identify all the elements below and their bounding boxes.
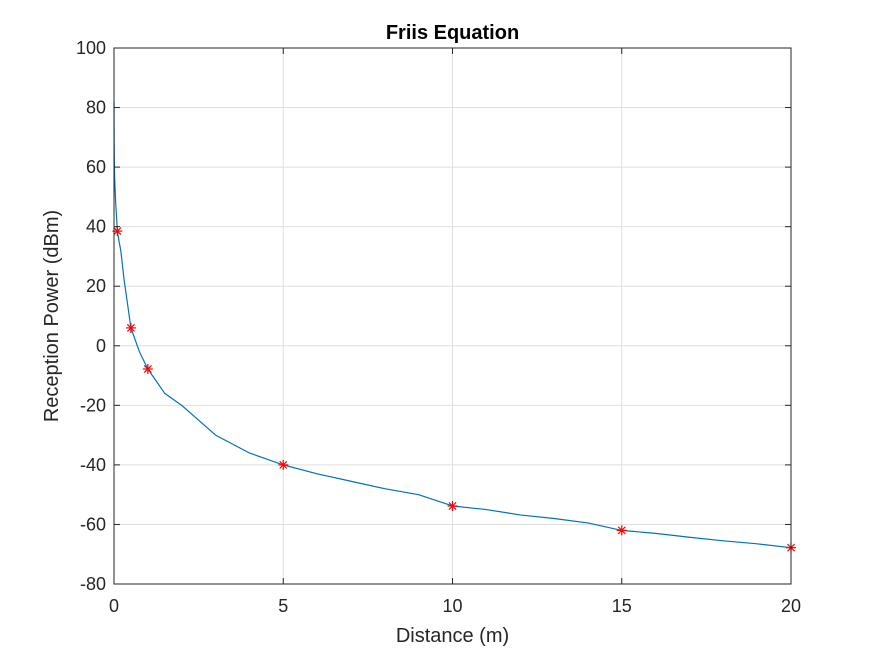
plot-series: [112, 101, 796, 553]
y-tick-label: 100: [76, 38, 106, 58]
x-tick-label: 15: [612, 596, 632, 616]
y-tick-label: -80: [80, 574, 106, 594]
reception-power-curve: [113, 101, 792, 549]
asterisk-marker: [125, 322, 136, 333]
asterisk-marker: [142, 364, 153, 375]
y-tick-label: -40: [80, 455, 106, 475]
y-tick-label: 20: [86, 276, 106, 296]
asterisk-marker: [447, 500, 458, 511]
x-tick-label: 0: [109, 596, 119, 616]
x-tick-label: 20: [781, 596, 801, 616]
x-axis-label: Distance (m): [396, 625, 509, 647]
y-tick-label: 60: [86, 157, 106, 177]
chart-title: Friis Equation: [386, 22, 519, 44]
asterisk-marker: [278, 459, 289, 470]
axis-ticks: 0 5 10 15 20 -80 -60 -40 -20 0 20 40 60 80 100: [76, 38, 801, 616]
x-tick-label: 5: [278, 596, 288, 616]
asterisk-marker: [616, 525, 627, 536]
x-tick-label: 10: [442, 596, 462, 616]
y-axis-label: Reception Power (dBm): [41, 210, 63, 422]
y-tick-label: 80: [86, 98, 106, 118]
y-tick-label: -60: [80, 514, 106, 534]
y-tick-label: 40: [86, 217, 106, 237]
y-tick-label: 0: [96, 336, 106, 356]
asterisk-marker: [112, 226, 123, 237]
y-tick-label: -20: [80, 395, 106, 415]
